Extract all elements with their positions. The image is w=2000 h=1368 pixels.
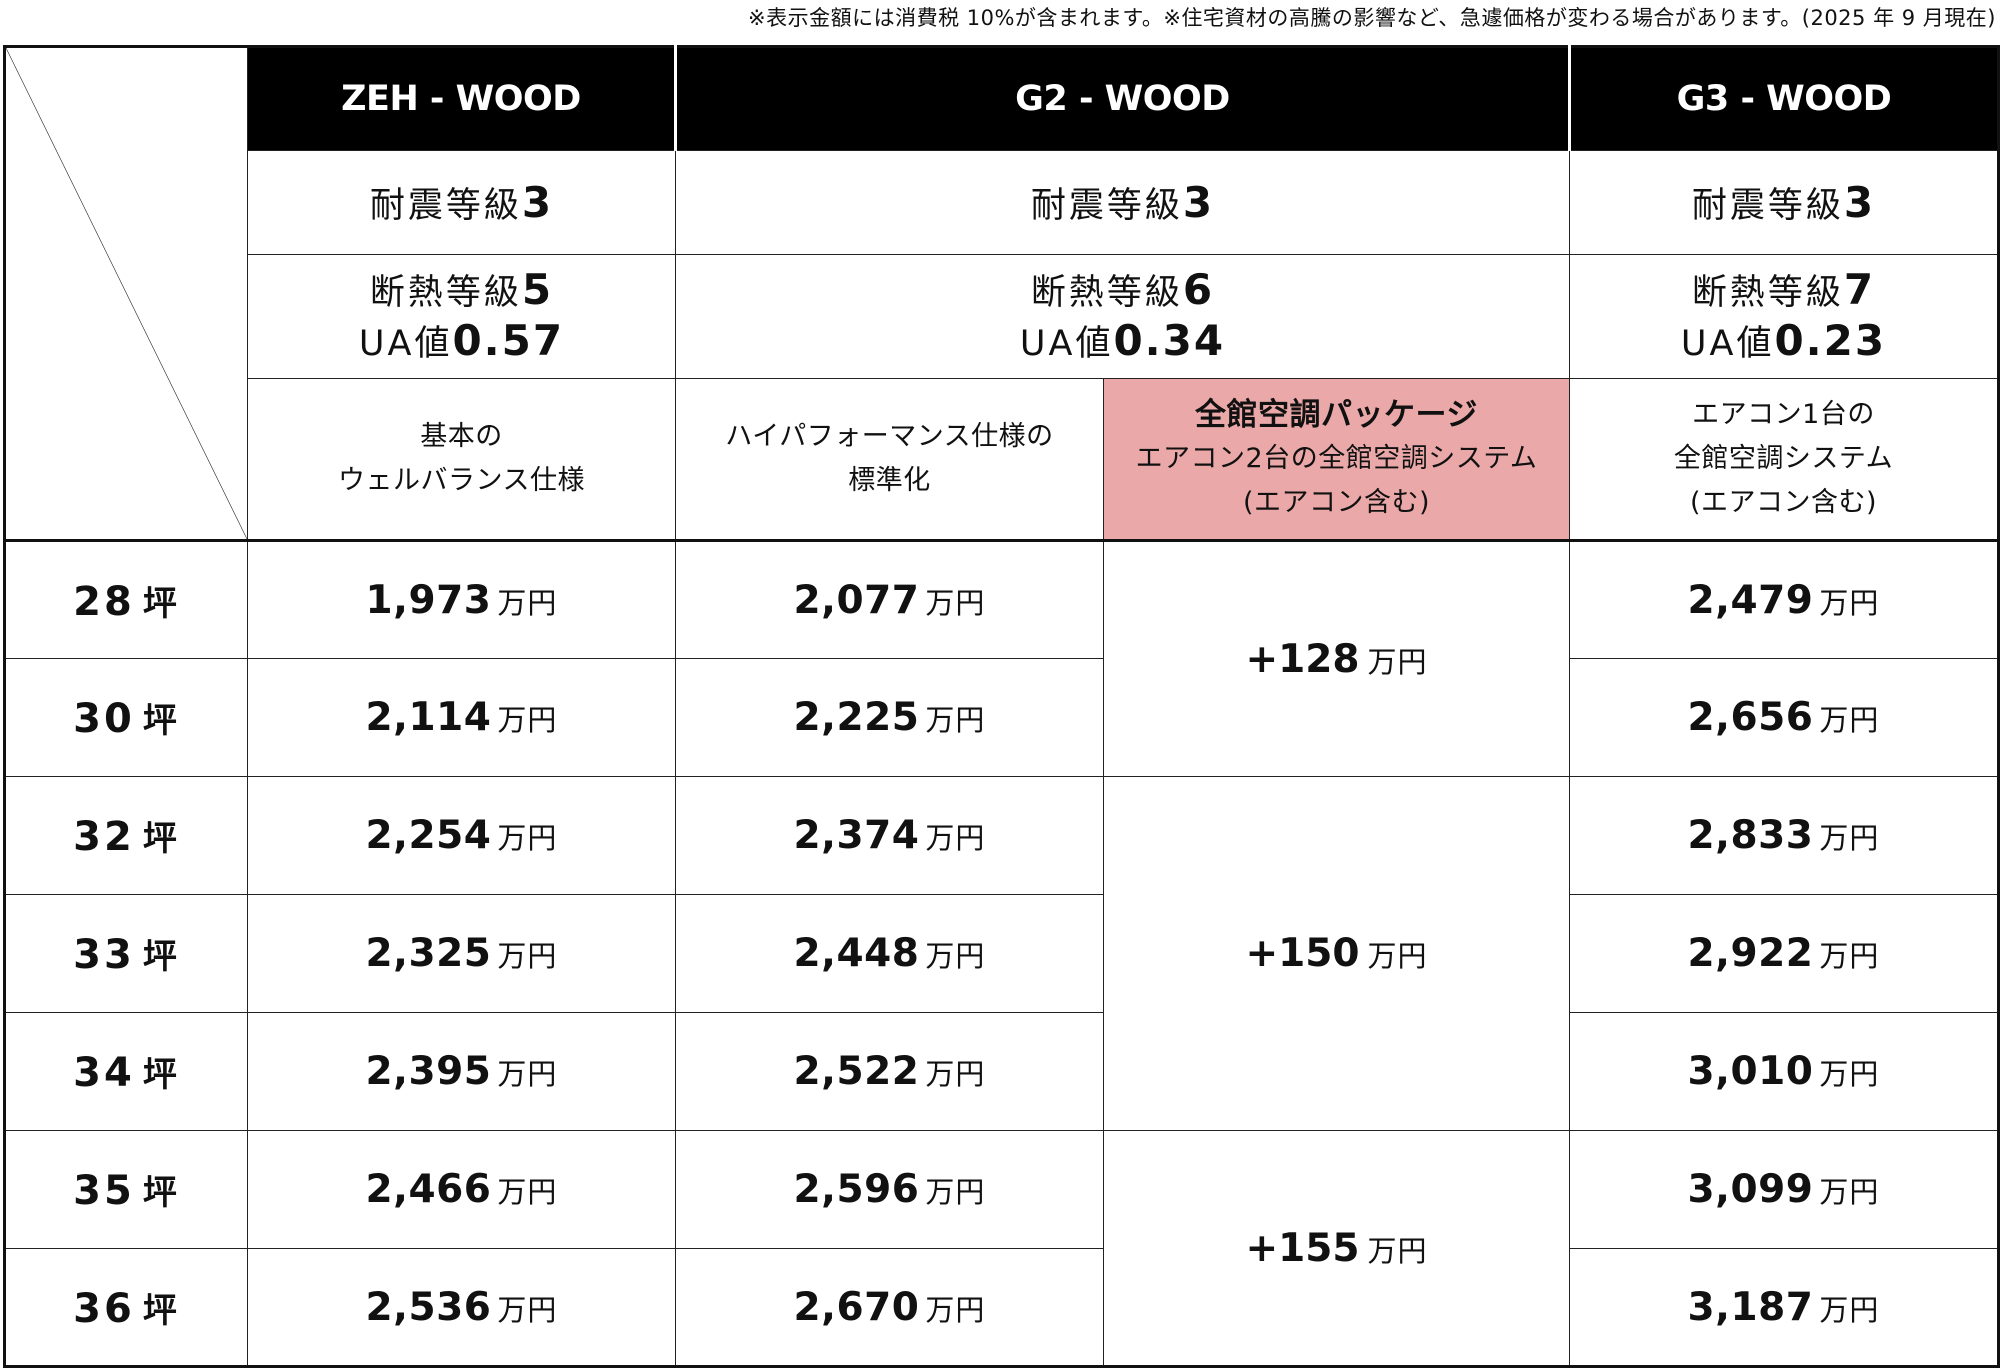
price-zeh: 2,395 万円 xyxy=(247,1012,676,1131)
plan-header-zeh: ZEH - WOOD xyxy=(247,46,677,151)
price-zeh: 2,114 万円 xyxy=(247,658,676,777)
price-g3: 3,187 万円 xyxy=(1569,1248,1999,1367)
package-price: +150 万円 xyxy=(1103,776,1570,1131)
feature-package: 全館空調パッケージ エアコン2台の全館空調システム (エアコン含む) xyxy=(1103,378,1570,542)
table-row: 32 坪 2,254 万円 2,374 万円 +150 万円 2,833 万円 xyxy=(4,776,1999,1131)
tsubo-cell: 34 坪 xyxy=(4,1012,248,1131)
table-row: 30 坪 2,114 万円 2,225 万円 2,656 万円 xyxy=(4,658,1999,777)
price-g3: 3,010 万円 xyxy=(1569,1012,1999,1131)
price-g2: 2,448 万円 xyxy=(675,894,1104,1013)
feature-zeh: 基本の ウェルバランス仕様 xyxy=(247,378,676,542)
package-price: +155 万円 xyxy=(1103,1130,1570,1367)
plan-header-g3: G3 - WOOD xyxy=(1568,46,1999,151)
seismic-grade-g3: 耐震等級3 xyxy=(1569,150,1999,255)
table-row: 28 坪 1,973 万円 2,077 万円 +128 万円 2,479 万円 xyxy=(4,540,1999,777)
tsubo-cell: 28 坪 xyxy=(4,540,248,659)
tax-note: ※表示金額には消費税 10%が含まれます。※住宅資材の高騰の影響など、急遽価格が… xyxy=(747,6,1996,30)
plan-header-g2: G2 - WOOD xyxy=(674,46,1571,151)
tsubo-cell: 30 坪 xyxy=(4,658,248,777)
price-zeh: 2,254 万円 xyxy=(247,776,676,895)
tsubo-cell: 33 坪 xyxy=(4,894,248,1013)
price-g2: 2,522 万円 xyxy=(675,1012,1104,1131)
price-zeh: 2,536 万円 xyxy=(247,1248,676,1367)
tsubo-cell: 36 坪 xyxy=(4,1248,248,1367)
insulation-grade-g2: 断熱等級6 UA値0.34 xyxy=(675,254,1570,379)
price-zeh: 2,466 万円 xyxy=(247,1130,676,1249)
price-zeh: 2,325 万円 xyxy=(247,894,676,1013)
price-g2: 2,374 万円 xyxy=(675,776,1104,895)
table-row: 34 坪 2,395 万円 2,522 万円 3,010 万円 xyxy=(4,1012,1999,1131)
feature-g2: ハイパフォーマンス仕様の 標準化 xyxy=(675,378,1104,542)
price-table: ZEH - WOOD G2 - WOOD G3 - WOOD 耐震等級3 耐震等… xyxy=(3,45,2000,1368)
price-zeh: 1,973 万円 xyxy=(247,540,676,659)
table-row: 33 坪 2,325 万円 2,448 万円 2,922 万円 xyxy=(4,894,1999,1013)
feature-g3: エアコン1台の 全館空調システム (エアコン含む) xyxy=(1569,378,1999,542)
seismic-grade-g2: 耐震等級3 xyxy=(675,150,1570,255)
table-row: 35 坪 2,466 万円 2,596 万円 +155 万円 3,099 万円 xyxy=(4,1130,1999,1367)
seismic-grade-zeh: 耐震等級3 xyxy=(247,150,676,255)
price-g3: 2,833 万円 xyxy=(1569,776,1999,895)
price-g2: 2,596 万円 xyxy=(675,1130,1104,1249)
tsubo-cell: 32 坪 xyxy=(4,776,248,895)
insulation-grade-zeh: 断熱等級5 UA値0.57 xyxy=(247,254,676,379)
corner-diagonal xyxy=(6,48,247,539)
insulation-grade-g3: 断熱等級7 UA値0.23 xyxy=(1569,254,1999,379)
price-g2: 2,225 万円 xyxy=(675,658,1104,777)
price-g2: 2,670 万円 xyxy=(675,1248,1104,1367)
price-g3: 2,656 万円 xyxy=(1569,658,1999,777)
tsubo-cell: 35 坪 xyxy=(4,1130,248,1249)
price-g2: 2,077 万円 xyxy=(675,540,1104,659)
package-price: +128 万円 xyxy=(1103,540,1570,777)
price-g3: 3,099 万円 xyxy=(1569,1130,1999,1249)
price-g3: 2,479 万円 xyxy=(1569,540,1999,659)
corner-cell xyxy=(4,46,248,542)
price-g3: 2,922 万円 xyxy=(1569,894,1999,1013)
table-row: 36 坪 2,536 万円 2,670 万円 3,187 万円 xyxy=(4,1248,1999,1367)
